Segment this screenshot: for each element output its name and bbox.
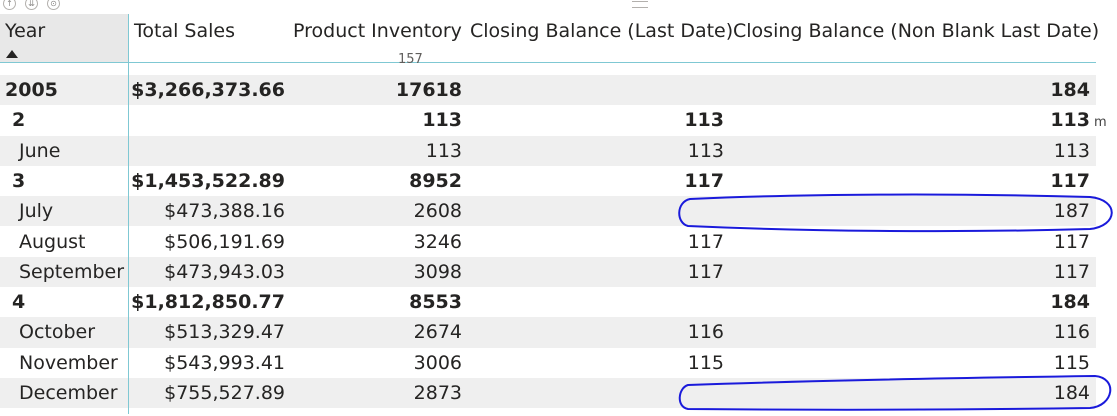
cell-total-sales: $473,943.03: [164, 260, 285, 283]
drill-mode-icon[interactable]: ⊙: [47, 0, 60, 10]
stray-mark: m: [1094, 115, 1107, 131]
row-label: July: [19, 200, 54, 223]
year-header-cell[interactable]: [0, 14, 128, 62]
row-label: October: [19, 321, 96, 344]
cell-total-sales: $513,329.47: [164, 321, 285, 344]
table-header: Year Total Sales Product Inventory Closi…: [0, 14, 1100, 67]
row-label: August: [19, 230, 86, 253]
cell-total-sales: $3,266,373.66: [131, 79, 285, 101]
cell-product-inventory: 2608: [413, 200, 462, 223]
row-label: September: [19, 260, 125, 283]
cell-product-inventory: 8553: [409, 291, 462, 314]
cell-total-sales: $543,993.41: [164, 351, 285, 374]
cell-closing-balance-last-date: 113: [684, 109, 724, 132]
cell-product-inventory: 113: [422, 109, 462, 132]
cell-closing-balance-last-date: 117: [687, 230, 724, 253]
cell-closing-balance-non-blank: 187: [1053, 200, 1090, 223]
cell-closing-balance-non-blank: 117: [1050, 169, 1090, 192]
expand-all-icon[interactable]: ⇊: [25, 0, 38, 10]
table-row[interactable]: August $506,191.69 3246 117 117: [0, 227, 1096, 257]
visual-header-toolbar: ↑ ⇊ ⊙: [0, 0, 1117, 14]
cell-product-inventory: 8952: [409, 169, 462, 192]
cell-product-inventory: 2873: [413, 382, 462, 404]
cell-closing-balance-last-date: 117: [684, 169, 724, 192]
cell-closing-balance-non-blank: 113: [1053, 139, 1090, 162]
cell-total-sales: $1,453,522.89: [131, 169, 285, 192]
cell-total-sales: $755,527.89: [164, 382, 285, 404]
cell-product-inventory: 3246: [413, 230, 462, 253]
row-label: 4: [12, 291, 26, 314]
table-row[interactable]: December $755,527.89 2873 184: [0, 378, 1096, 409]
cell-closing-balance-non-blank: 117: [1053, 260, 1090, 283]
row-label: December: [19, 382, 118, 404]
row-label: June: [19, 139, 61, 162]
header-closing-balance-last-date[interactable]: Closing Balance (Last Date): [470, 20, 734, 42]
cell-closing-balance-non-blank: 184: [1050, 79, 1090, 101]
cell-product-inventory: 3006: [413, 351, 462, 374]
cell-total-sales: $1,812,850.77: [131, 291, 285, 314]
table-row[interactable]: July $473,388.16 2608 187: [0, 196, 1096, 227]
table-row[interactable]: 4 $1,812,850.77 8553 184: [0, 287, 1096, 317]
cell-closing-balance-non-blank: 113: [1050, 109, 1090, 132]
cell-closing-balance-last-date: 117: [687, 260, 724, 283]
row-label: 2: [12, 109, 26, 132]
cell-closing-balance-non-blank: 184: [1050, 291, 1090, 314]
table-row[interactable]: 2 113 113 113 m: [0, 105, 1107, 135]
table-row[interactable]: September $473,943.03 3098 117 117: [0, 256, 1096, 288]
cell-closing-balance-last-date: 113: [687, 139, 724, 162]
partially-hidden-value: 157: [398, 52, 423, 67]
cell-total-sales: $506,191.69: [164, 230, 285, 253]
cell-closing-balance-last-date: 116: [687, 321, 724, 344]
cell-product-inventory: 3098: [413, 260, 462, 283]
cell-total-sales: $473,388.16: [164, 200, 285, 223]
cell-product-inventory: 17618: [395, 79, 462, 101]
header-total-sales[interactable]: Total Sales: [134, 20, 235, 42]
table-row[interactable]: November $543,993.41 3006 115 115: [0, 348, 1096, 378]
header-product-inventory[interactable]: Product Inventory: [293, 20, 462, 42]
table-row[interactable]: October $513,329.47 2674 116 116: [0, 317, 1096, 348]
cell-closing-balance-non-blank: 115: [1053, 351, 1090, 374]
header-year[interactable]: Year: [5, 20, 46, 42]
cell-closing-balance-non-blank: 116: [1053, 321, 1090, 344]
header-closing-balance-non-blank[interactable]: Closing Balance (Non Blank Last Date): [733, 20, 1100, 42]
cell-closing-balance-non-blank: 184: [1053, 382, 1090, 404]
cell-closing-balance-non-blank: 117: [1053, 230, 1090, 253]
cell-product-inventory: 2674: [413, 321, 462, 344]
table-row[interactable]: June 113 113 113: [0, 135, 1096, 166]
drag-handle-icon[interactable]: [632, 1, 648, 8]
cell-product-inventory: 113: [425, 139, 462, 162]
cell-closing-balance-last-date: 115: [687, 351, 724, 374]
column-divider: [128, 14, 129, 414]
table-row[interactable]: 2005 $3,266,373.66 17618 184: [0, 75, 1096, 106]
table-row[interactable]: 3 $1,453,522.89 8952 117 117: [0, 166, 1096, 196]
drill-up-icon[interactable]: ↑: [3, 0, 16, 10]
sort-ascending-icon[interactable]: [6, 50, 18, 58]
row-label: 2005: [5, 79, 58, 101]
row-label: 3: [12, 169, 26, 192]
row-label: November: [19, 351, 118, 374]
